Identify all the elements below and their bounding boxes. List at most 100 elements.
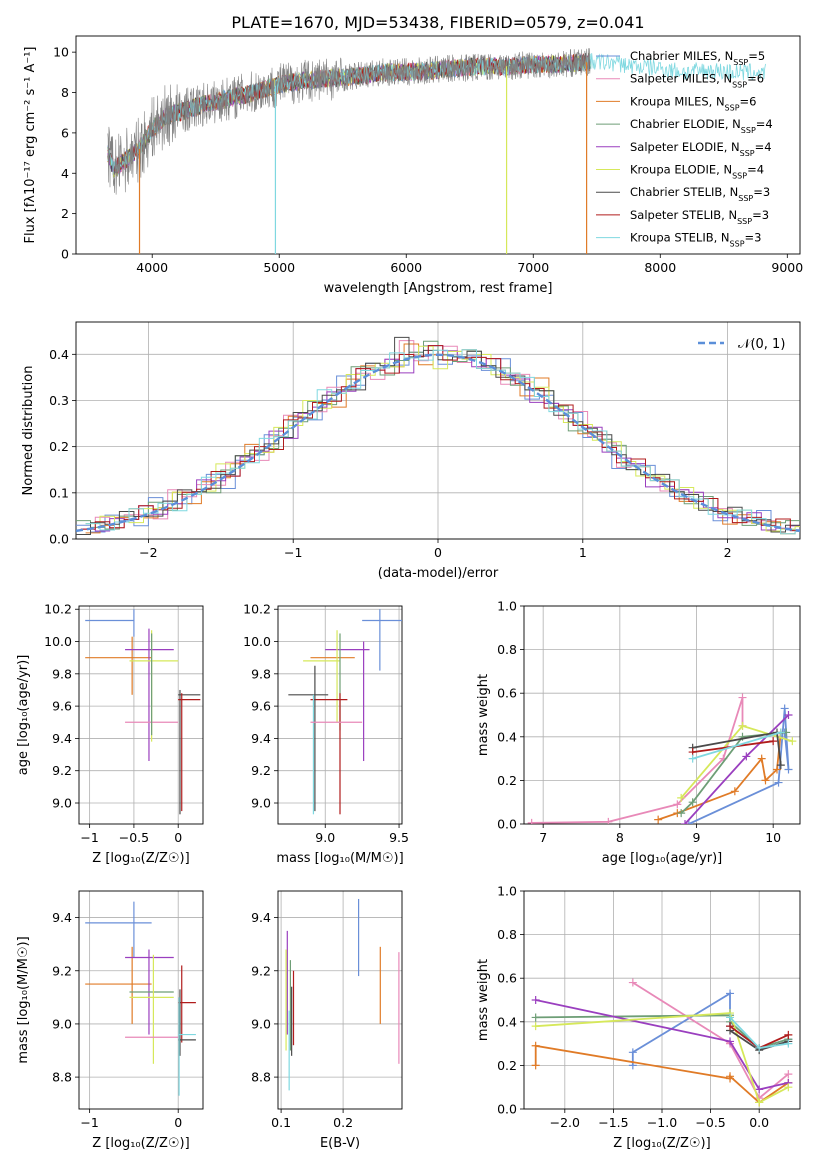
y-tick-label: 9.8: [52, 666, 72, 681]
x-tick-label: 0.1: [271, 1115, 291, 1130]
x-tick-label: −2: [139, 545, 157, 560]
y-tick-label: 0.4: [497, 729, 517, 744]
x-tick-label: −1: [80, 830, 98, 845]
y-tick-label: 10.0: [44, 634, 72, 649]
y-tick-label: 9.6: [251, 699, 271, 714]
y-tick-label: 0: [61, 247, 69, 262]
mass-weight-line: [680, 731, 787, 814]
mass_weight_vs_Z-frame: [523, 890, 801, 1110]
y-axis-label: mass [log₁₀(M/M☉)]: [16, 936, 31, 1063]
mass_vs_ebv-axes: 0.1 0.2 8.8 9.0 9.2 9.4 E(B-V): [251, 890, 403, 1151]
mass_vs_ebv-errorbars: [285, 898, 400, 1091]
mass-weight-marker: [681, 820, 689, 824]
mass-weight-marker: [742, 752, 751, 761]
observed-spectrum-line: [107, 48, 591, 195]
y-tick-label: 0.4: [497, 1014, 517, 1029]
y-axis-label: Flux [fλ10⁻¹⁷ erg cm⁻² s⁻¹ A⁻¹]: [23, 47, 38, 244]
y-axis-label: Normed distribution: [21, 366, 36, 496]
mass-weight-marker: [784, 1070, 793, 1079]
y-tick-label: 10: [53, 45, 69, 60]
x-axis-label: age [log₁₀(age/yr)]: [602, 851, 723, 866]
x-tick-label: 6000: [390, 260, 422, 275]
x-tick-label: 9000: [771, 260, 803, 275]
legend-label: Kroupa STELIB, NSSP=3: [630, 231, 761, 249]
mass-weight-marker: [755, 1085, 764, 1094]
y-tick-label: 9.2: [52, 963, 72, 978]
figure-title: PLATE=1670, MJD=53438, FIBERID=0579, z=0…: [231, 13, 644, 32]
mass_vs_Z-frame: [78, 890, 204, 1110]
x-axis-label: wavelength [Angstrom, rest frame]: [324, 281, 553, 296]
mass-weight-marker: [784, 1030, 793, 1039]
x-tick-label: 4000: [136, 260, 168, 275]
x-tick-label: 5000: [263, 260, 295, 275]
residual-histogram: [80, 345, 800, 532]
y-tick-label: 9.4: [251, 910, 271, 925]
mass-weight-line: [692, 731, 782, 760]
y-tick-label: 9.0: [251, 1016, 271, 1031]
y-tick-label: 9.4: [251, 731, 271, 746]
mass-weight-marker: [531, 1041, 540, 1050]
mass_weight_vs_age-lines: [527, 693, 797, 824]
mass-weight-marker: [788, 737, 797, 746]
x-tick-label: 0: [174, 1115, 182, 1130]
x-axis-label: mass [log₁₀(M/M☉)]: [276, 851, 403, 866]
legend-label: Chabrier MILES, NSSP=5: [630, 49, 765, 67]
legend-label: Chabrier ELODIE, NSSP=4: [630, 117, 773, 135]
legend-label: Chabrier STELIB, NSSP=3: [630, 185, 770, 203]
x-tick-label: 7: [539, 830, 547, 845]
residual-histogram: [85, 343, 800, 535]
mass-weight-marker: [774, 778, 783, 787]
y-tick-label: 6: [61, 125, 69, 140]
y-tick-label: 9.4: [52, 731, 72, 746]
spectrum-axes: 4000 5000 6000 7000 8000 9000 0 2 4 6 8 10 wavelengt…: [23, 35, 803, 296]
mass-weight-marker: [688, 798, 697, 807]
y-tick-label: 9.4: [52, 910, 72, 925]
mass-weight-marker: [531, 996, 540, 1004]
mass-weight-marker: [773, 765, 781, 774]
mass_vs_Z-errorbars: [85, 901, 196, 1096]
mass_vs_ebv-frame: [277, 890, 403, 1110]
mass-weight-marker: [757, 754, 766, 763]
y-tick-label: 0.6: [497, 971, 517, 986]
mass-weight-marker: [730, 787, 739, 796]
y-tick-label: 2: [61, 206, 69, 221]
y-tick-label: 10.2: [44, 602, 72, 617]
mass-weight-marker: [531, 1013, 540, 1022]
mass-weight-marker: [769, 737, 778, 746]
x-tick-label: 9: [693, 830, 701, 845]
mass-weight-marker: [726, 1037, 735, 1046]
y-axis-label: age [log₁₀(age/yr)]: [16, 655, 31, 776]
age_vs_Z-errorbars: [85, 609, 201, 815]
x-tick-label: 8: [616, 830, 624, 845]
mass-weight-marker: [726, 1072, 735, 1081]
y-tick-label: 0.0: [497, 817, 517, 832]
mass-weight-marker: [726, 989, 735, 998]
y-tick-label: 0.2: [497, 773, 517, 788]
y-tick-label: 0.6: [497, 686, 517, 701]
mass-weight-line: [692, 731, 782, 766]
mass-weight-line: [657, 732, 782, 821]
mass-weight-marker: [684, 820, 693, 824]
mass-weight-marker: [755, 1098, 764, 1107]
mass-weight-marker: [726, 1022, 735, 1031]
y-tick-label: 1.0: [497, 884, 517, 899]
y-axis-label: mass weight: [476, 674, 491, 756]
x-tick-label: −1: [284, 545, 302, 560]
y-tick-label: 0.2: [497, 1058, 517, 1073]
x-tick-label: 0: [174, 830, 182, 845]
age_vs_Z-frame: [78, 605, 204, 825]
mass-weight-marker: [673, 800, 682, 809]
mass-weight-line: [531, 697, 744, 824]
mass-weight-line: [535, 1012, 789, 1104]
age_vs_mass-frame: [277, 605, 403, 825]
mass-weight-marker: [784, 765, 793, 774]
legend-label: Kroupa ELODIE, NSSP=4: [630, 163, 764, 181]
mass-weight-marker: [776, 728, 785, 737]
y-tick-label: 9.6: [52, 699, 72, 714]
legend-label: Salpeter ELODIE, NSSP=4: [630, 140, 772, 158]
x-axis-label: Z [log₁₀(Z/Z☉)]: [92, 1136, 189, 1151]
x-tick-label: 1: [579, 545, 587, 560]
residuals-frame: [75, 321, 801, 540]
x-axis-label: (data-model)/error: [378, 566, 499, 581]
mass-weight-marker: [726, 1013, 735, 1022]
